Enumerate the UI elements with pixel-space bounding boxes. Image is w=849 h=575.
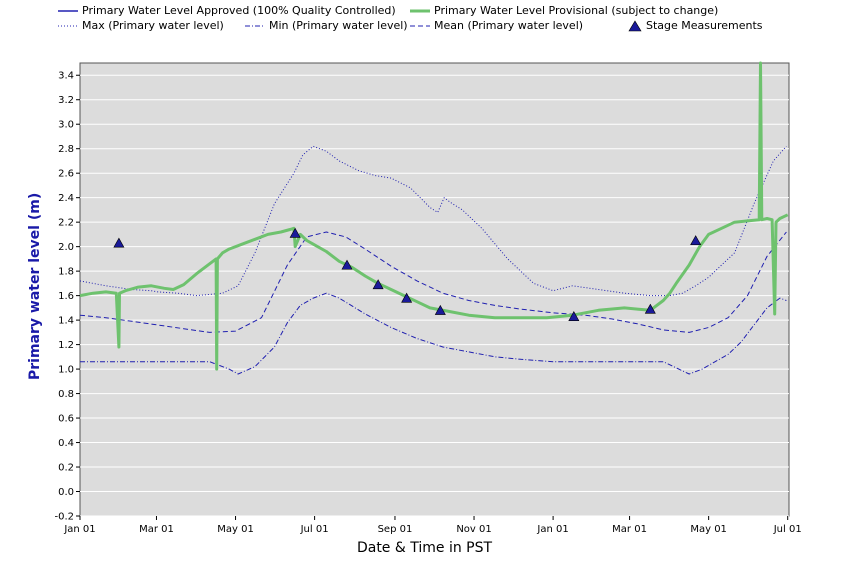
mean-line [79, 231, 787, 333]
legend-label-provisional: Primary Water Level Provisional (subject… [434, 4, 719, 17]
x-tick-label: Jan 01 [536, 524, 568, 535]
stage-measurement-marker [568, 311, 580, 321]
triangle-icon [628, 20, 642, 32]
x-tick-label: May 01 [690, 524, 727, 535]
y-tick-label: 0.8 [58, 389, 74, 400]
legend-label-min: Min (Primary water level) [269, 19, 408, 32]
stage-measurement-marker [341, 259, 353, 270]
legend-swatch-mean [410, 25, 430, 27]
stage-markers [113, 227, 702, 321]
x-tick-label: Nov 01 [456, 524, 491, 535]
y-tick-label: 2.0 [58, 242, 74, 253]
plot-area [79, 62, 790, 517]
y-tick-label: 3.2 [58, 95, 74, 106]
x-tick-label: Sep 01 [378, 524, 413, 535]
legend-swatch-max [58, 25, 78, 27]
x-tick-label: Jul 01 [300, 524, 329, 535]
provisional-line [79, 61, 789, 371]
legend-swatch-min [245, 25, 265, 27]
legend-item-mean: Mean (Primary water level) [410, 19, 583, 33]
x-tick-label: Jul 01 [773, 524, 802, 535]
legend-item-provisional: Primary Water Level Provisional (subject… [410, 4, 718, 18]
y-tick-label: 1.0 [58, 365, 74, 376]
legend-label-stage: Stage Measurements [646, 19, 763, 32]
y-tick-label: 2.4 [58, 193, 74, 204]
x-tick-label: Mar 01 [612, 524, 647, 535]
y-tick-label: 1.2 [58, 340, 74, 351]
y-tick-label: 0.4 [58, 438, 74, 449]
legend-swatch-provisional [410, 9, 430, 13]
min-line [80, 292, 787, 375]
x-tick-label: Jan 01 [63, 524, 95, 535]
y-axis-ticks: -0.2 0.0 0.2 0.4 0.6 0.8 1.0 1.2 1.4 1.6 1.8 2.0 2.2… [54, 71, 80, 523]
stage-measurement-marker [644, 303, 656, 314]
y-tick-label: 0.2 [58, 463, 74, 474]
stage-measurement-marker [434, 304, 446, 315]
legend-item-min: Min (Primary water level) [245, 19, 408, 33]
y-tick-label: 2.6 [58, 169, 74, 180]
legend-item-stage: Stage Measurements [628, 19, 763, 33]
stage-measurement-marker [690, 235, 702, 246]
legend-item-max: Max (Primary water level) [58, 19, 224, 33]
y-tick-label: 3.4 [58, 71, 74, 82]
y-tick-label: 0.6 [58, 414, 74, 425]
y-tick-label: 2.2 [58, 218, 74, 229]
x-axis-label: Date & Time in PST [356, 540, 493, 556]
y-tick-label: 0.0 [58, 487, 74, 498]
legend: Primary Water Level Approved (100% Quali… [0, 0, 849, 40]
stage-measurement-marker [289, 227, 301, 238]
y-tick-label: 1.4 [58, 316, 74, 327]
legend-label-approved: Primary Water Level Approved (100% Quali… [82, 4, 396, 17]
legend-swatch-approved [58, 10, 78, 12]
stage-measurement-marker [113, 237, 125, 248]
series-layer [79, 61, 789, 375]
max-line [79, 145, 787, 297]
stage-measurement-marker [372, 279, 384, 290]
legend-item-approved: Primary Water Level Approved (100% Quali… [58, 4, 396, 18]
legend-label-max: Max (Primary water level) [82, 19, 224, 32]
y-tick-label: -0.2 [54, 512, 74, 523]
y-tick-label: 1.8 [58, 267, 74, 278]
y-tick-label: 2.8 [58, 144, 74, 155]
x-axis-ticks: Jan 01 Mar 01 May 01 Jul 01 Sep 01 Nov 01 Jan … [63, 516, 802, 535]
y-axis-label: Primary water level (m) [27, 192, 43, 380]
legend-label-mean: Mean (Primary water level) [434, 19, 584, 32]
x-tick-label: Mar 01 [139, 524, 174, 535]
x-tick-label: May 01 [217, 524, 254, 535]
y-tick-label: 3.0 [58, 120, 74, 131]
stage-measurement-marker [401, 292, 413, 303]
y-tick-label: 1.6 [58, 291, 74, 302]
